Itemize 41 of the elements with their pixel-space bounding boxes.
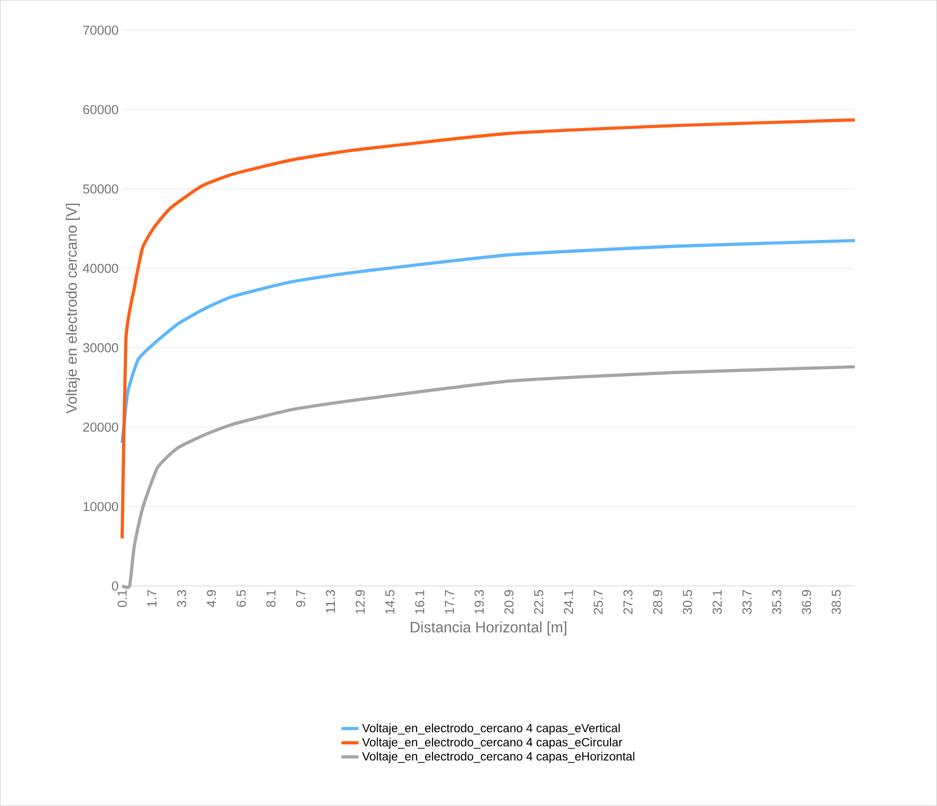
x-tick-label: 24.1	[564, 590, 573, 614]
x-tick-label: 9.7	[296, 590, 306, 607]
x-tick-label: 28.9	[653, 590, 662, 614]
x-tick-label: 35.3	[772, 590, 782, 614]
x-tick-label: 33.7	[742, 590, 752, 614]
x-tick-label: 0.1	[118, 590, 127, 607]
y-tick-label: 30000	[83, 343, 118, 352]
legend-label: Voltaje_en_electrodo_cercano 4 capas_eCircular	[362, 738, 622, 749]
legend-label: Voltaje_en_electrodo_cercano 4 capas_eHorizontal	[362, 752, 634, 763]
y-tick-label: 10000	[84, 502, 118, 512]
x-tick-label: 32.1	[712, 590, 722, 614]
line-series	[120, 118, 856, 540]
x-tick-label: 1.7	[147, 590, 156, 606]
y-axis-title: Voltaje en electrodo cercano [V]	[66, 204, 80, 414]
x-tick-label: 30.5	[682, 590, 692, 614]
x-tick-label: 6.5	[236, 590, 246, 607]
x-tick-label: 38.5	[832, 590, 841, 614]
y-tick-label: 20000	[83, 422, 118, 432]
line-series	[120, 365, 856, 588]
y-tick-label: 70000	[83, 26, 118, 35]
x-tick-label: 11.3	[326, 590, 336, 613]
y-tick-label: 50000	[83, 184, 118, 194]
x-tick-label: 3.3	[177, 590, 186, 607]
y-tick-label: 0	[112, 581, 118, 591]
y-tick-label: 40000	[82, 264, 118, 273]
line-series	[120, 238, 856, 445]
x-tick-label: 4.9	[206, 590, 216, 608]
y-tick-label: 60000	[83, 104, 118, 114]
x-tick-label: 16.1	[415, 590, 424, 614]
x-tick-label: 36.9	[802, 590, 812, 614]
x-tick-label: 19.3	[474, 590, 484, 614]
x-tick-label: 25.7	[594, 590, 603, 614]
x-axis-title: Distancia Horizontal [m]	[410, 621, 566, 636]
x-tick-label: 14.5	[385, 590, 394, 614]
x-tick-label: 22.5	[534, 590, 544, 614]
x-tick-label: 17.7	[444, 590, 454, 614]
legend-label: Voltaje_en_electrodo_cercano 4 capas_eVertical	[362, 724, 620, 735]
x-tick-label: 27.3	[623, 590, 633, 614]
x-tick-label: 8.1	[266, 590, 276, 607]
x-tick-label: 20.9	[504, 590, 514, 614]
x-tick-label: 12.9	[356, 590, 365, 614]
